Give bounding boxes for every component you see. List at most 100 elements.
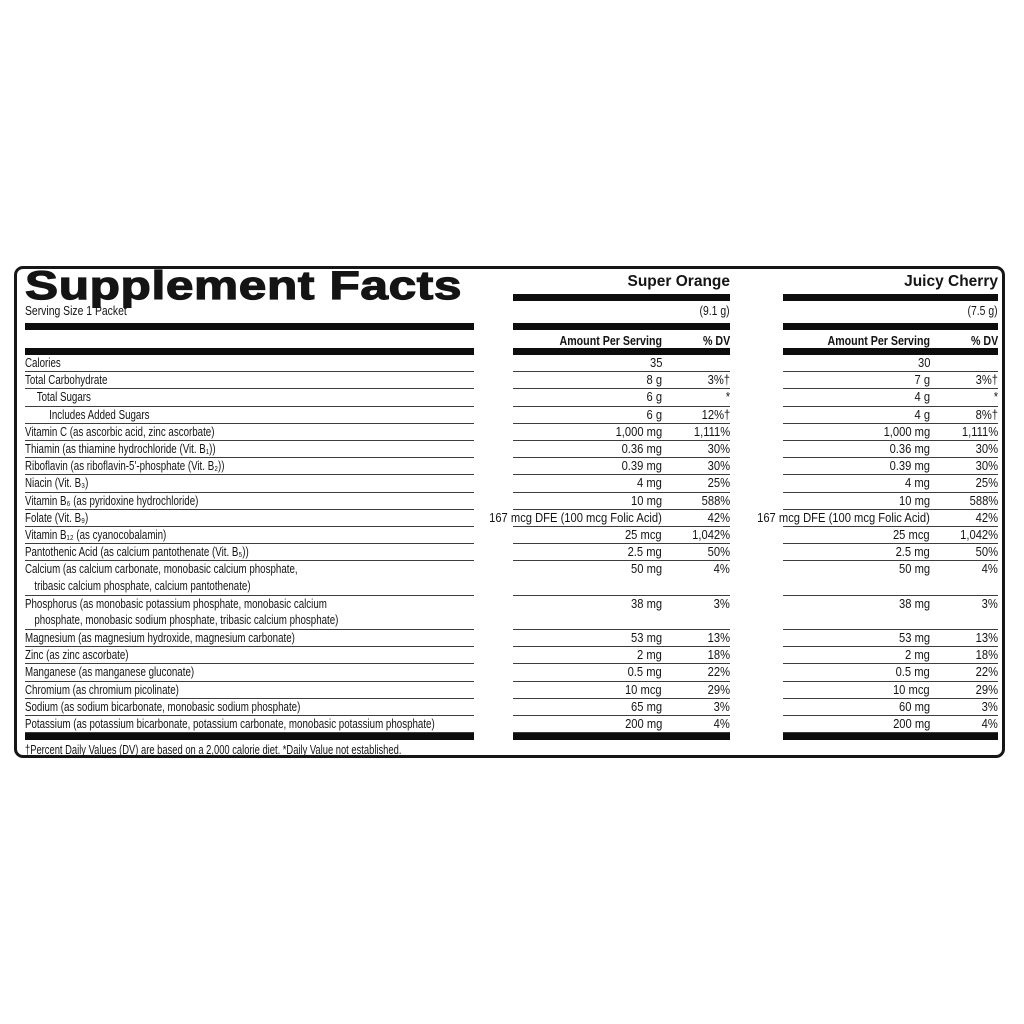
serving-weight-super-orange: (9.1 g) xyxy=(513,303,730,320)
amount-value: 7 g xyxy=(914,372,930,388)
value-cell-super-orange: 10 mg 588% xyxy=(513,493,730,510)
percent-dv-header: % DV xyxy=(702,333,730,348)
amount-value: 0.36 mg xyxy=(621,440,662,456)
amount-value: 0.39 mg xyxy=(889,458,930,474)
amount-value: 200 mg xyxy=(624,715,662,731)
column-headers-juicy-cherry: Amount Per Serving % DV xyxy=(783,333,998,348)
nutrient-label: Calories xyxy=(25,355,474,373)
amount-value: 2.5 mg xyxy=(895,544,930,560)
amount-value: 6 g xyxy=(646,389,662,405)
nutrient-label-line: Zinc (as zinc ascorbate) xyxy=(25,648,129,663)
serving-size-label: Serving Size 1 Packet xyxy=(25,303,127,318)
panel-header: Supplement Facts Super Orange Juicy Cher… xyxy=(17,263,1002,355)
amount-value: 38 mg xyxy=(630,595,662,611)
amount-value: 0.5 mg xyxy=(627,664,662,680)
amount-value: 0.5 mg xyxy=(895,664,930,680)
daily-value-percent: 4% xyxy=(981,561,998,577)
value-cell-juicy-cherry: 200 mg 4% xyxy=(783,716,998,734)
column-headers-super-orange: Amount Per Serving % DV xyxy=(513,333,730,348)
value-cell-super-orange: 53 mg 13% xyxy=(513,630,730,648)
amount-value: 10 mg xyxy=(898,492,930,508)
daily-value-percent: 3% xyxy=(981,595,998,611)
nutrient-row: Thiamin (as thiamine hydrochloride (Vit.… xyxy=(17,440,1002,459)
thick-bar xyxy=(513,348,730,355)
nutrient-label-line: phosphate, monobasic sodium phosphate, t… xyxy=(34,613,339,628)
nutrient-row: Vitamin B₁₂ (as cyanocobalamin) 25 mcg 1,0… xyxy=(17,526,1002,545)
value-cell-juicy-cherry: 2.5 mg 50% xyxy=(783,544,998,562)
serving-weight-value: (7.5 g) xyxy=(967,303,998,318)
amount-value: 50 mg xyxy=(630,561,662,577)
daily-value-percent: 30% xyxy=(707,440,730,456)
nutrient-row: Total Sugars 6 g * 4 g * xyxy=(17,389,1002,407)
value-cell-juicy-cherry: 60 mg 3% xyxy=(783,699,998,716)
nutrient-label: Vitamin C (as ascorbic acid, zinc ascorb… xyxy=(25,424,474,441)
amount-value: 25 mcg xyxy=(893,526,930,542)
nutrient-label-line: Total Sugars xyxy=(36,390,91,405)
nutrient-row: Calories 35 30 xyxy=(17,355,1002,373)
nutrient-label: Zinc (as zinc ascorbate) xyxy=(25,647,474,665)
supplement-facts-panel: Supplement Facts Super Orange Juicy Cher… xyxy=(14,263,1005,758)
value-cell-juicy-cherry: 1,000 mg 1,111% xyxy=(783,424,998,441)
daily-value-percent: 12%† xyxy=(701,406,730,422)
nutrient-label-line: Riboflavin (as riboflavin-5'-phosphate (… xyxy=(25,459,225,474)
nutrient-label-line: Total Carbohydrate xyxy=(25,373,108,388)
value-cell-super-orange: 6 g * xyxy=(513,389,730,407)
amount-value: 167 mcg DFE (100 mcg Folic Acid) xyxy=(489,509,662,525)
daily-value-percent: 29% xyxy=(707,681,730,697)
daily-value-percent: 13% xyxy=(975,630,998,646)
amount-value: 10 mcg xyxy=(625,681,662,697)
nutrient-label: Total Carbohydrate xyxy=(25,372,474,390)
nutrient-row: Pantothenic Acid (as calcium pantothenat… xyxy=(17,544,1002,562)
nutrient-label: Phosphorus (as monobasic potassium phosp… xyxy=(25,596,474,631)
value-cell-super-orange: 0.36 mg 30% xyxy=(513,440,730,459)
nutrient-label: Total Sugars xyxy=(25,389,474,407)
daily-value-percent: 50% xyxy=(707,544,730,560)
value-cell-juicy-cherry: 4 g * xyxy=(783,389,998,407)
flavor-name-super-orange: Super Orange xyxy=(627,273,731,290)
value-cell-super-orange: 38 mg 3% xyxy=(513,595,730,631)
value-cell-juicy-cherry: 30 xyxy=(783,355,998,373)
daily-value-percent: 1,111% xyxy=(693,423,730,439)
value-cell-juicy-cherry: 10 mg 588% xyxy=(783,493,998,510)
nutrient-row: Potassium (as potassium bicarbonate, pot… xyxy=(17,715,1002,734)
amount-per-serving-header: Amount Per Serving xyxy=(559,333,662,348)
nutrient-row: Calcium (as calcium carbonate, monobasic… xyxy=(17,561,1002,596)
daily-value-percent: 588% xyxy=(969,492,998,508)
nutrient-label-line: Calcium (as calcium carbonate, monobasic… xyxy=(25,562,298,577)
nutrient-row: Niacin (Vit. B₃) 4 mg 25% 4 mg 25% xyxy=(17,475,1002,493)
value-cell-super-orange: 0.5 mg 22% xyxy=(513,664,730,682)
thick-bar xyxy=(25,348,474,355)
value-cell-super-orange: 167 mcg DFE (100 mcg Folic Acid) 42% xyxy=(489,510,730,527)
amount-value: 4 g xyxy=(914,389,930,405)
serving-weight-juicy-cherry: (7.5 g) xyxy=(783,303,998,320)
nutrient-label-line: Vitamin B₁₂ (as cyanocobalamin) xyxy=(25,527,167,542)
nutrient-row: Manganese (as manganese gluconate) 0.5 mg… xyxy=(17,664,1002,682)
value-cell-super-orange: 4 mg 25% xyxy=(513,475,730,493)
daily-value-percent: 30% xyxy=(975,440,998,456)
nutrient-label: Folate (Vit. B₉) xyxy=(25,510,474,527)
daily-value-percent: 3%† xyxy=(707,372,730,388)
nutrient-label-line: Phosphorus (as monobasic potassium phosp… xyxy=(25,596,327,611)
nutrient-label: Vitamin B₆ (as pyridoxine hydrochloride) xyxy=(25,493,474,510)
amount-value: 65 mg xyxy=(630,698,662,714)
nutrient-label: Sodium (as sodium bicarbonate, monobasic… xyxy=(25,699,474,716)
value-cell-juicy-cherry: 53 mg 13% xyxy=(783,630,998,648)
daily-value-percent: 4% xyxy=(713,561,730,577)
value-cell-juicy-cherry: 2 mg 18% xyxy=(783,647,998,665)
amount-value: 2 mg xyxy=(905,647,930,663)
value-cell-juicy-cherry: 0.39 mg 30% xyxy=(783,458,998,476)
daily-value-percent: 22% xyxy=(975,664,998,680)
nutrient-label-line: Chromium (as chromium picolinate) xyxy=(25,682,179,697)
amount-value: 25 mcg xyxy=(625,526,662,542)
daily-value-percent: * xyxy=(725,389,730,405)
nutrient-label: Potassium (as potassium bicarbonate, pot… xyxy=(25,716,474,734)
nutrient-rows: Calories 35 30 Total Carbohydrate 8 g 3%† 7 g 3… xyxy=(17,355,1002,734)
nutrient-label-line: Includes Added Sugars xyxy=(49,407,150,422)
nutrient-label: Thiamin (as thiamine hydrochloride (Vit.… xyxy=(25,441,474,459)
amount-value: 6 g xyxy=(646,406,662,422)
amount-value: 2 mg xyxy=(637,647,662,663)
value-cell-juicy-cherry: 38 mg 3% xyxy=(783,595,998,631)
value-cell-juicy-cherry: 7 g 3%† xyxy=(783,372,998,390)
nutrient-row: Total Carbohydrate 8 g 3%† 7 g 3%† xyxy=(17,372,1002,390)
amount-value: 53 mg xyxy=(630,630,662,646)
